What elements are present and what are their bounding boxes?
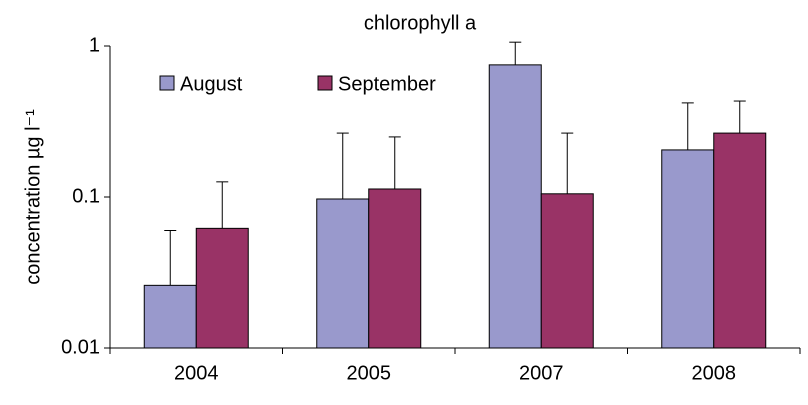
- error-bar: [733, 100, 746, 134]
- legend-label: September: [338, 73, 436, 95]
- legend-swatch: [159, 75, 175, 91]
- bar: [488, 64, 542, 349]
- y-axis-label: concentration µg l⁻¹: [22, 109, 44, 285]
- y-tick-label: 0.01: [61, 336, 100, 358]
- bar: [540, 193, 594, 349]
- error-bar: [681, 102, 694, 150]
- error-bar: [164, 229, 177, 286]
- bar: [195, 227, 249, 349]
- y-tick-label: 0.1: [72, 185, 100, 207]
- x-tick-label: 2005: [347, 362, 392, 384]
- error-bar: [509, 41, 522, 65]
- error-bar: [388, 136, 401, 189]
- x-tick-label: 2004: [174, 362, 219, 384]
- legend-label: August: [180, 73, 243, 95]
- bar: [316, 198, 370, 349]
- bar: [143, 284, 197, 349]
- y-tick-label: 1: [89, 34, 100, 56]
- error-bar: [336, 132, 349, 199]
- error-bar: [561, 132, 574, 194]
- bar: [368, 188, 422, 349]
- chart-title: chlorophyll a: [364, 12, 477, 34]
- x-tick-label: 2007: [519, 362, 564, 384]
- legend-swatch: [317, 75, 333, 91]
- bar: [713, 132, 767, 349]
- error-bar: [216, 181, 229, 229]
- bar: [661, 149, 715, 349]
- x-tick-label: 2008: [692, 362, 737, 384]
